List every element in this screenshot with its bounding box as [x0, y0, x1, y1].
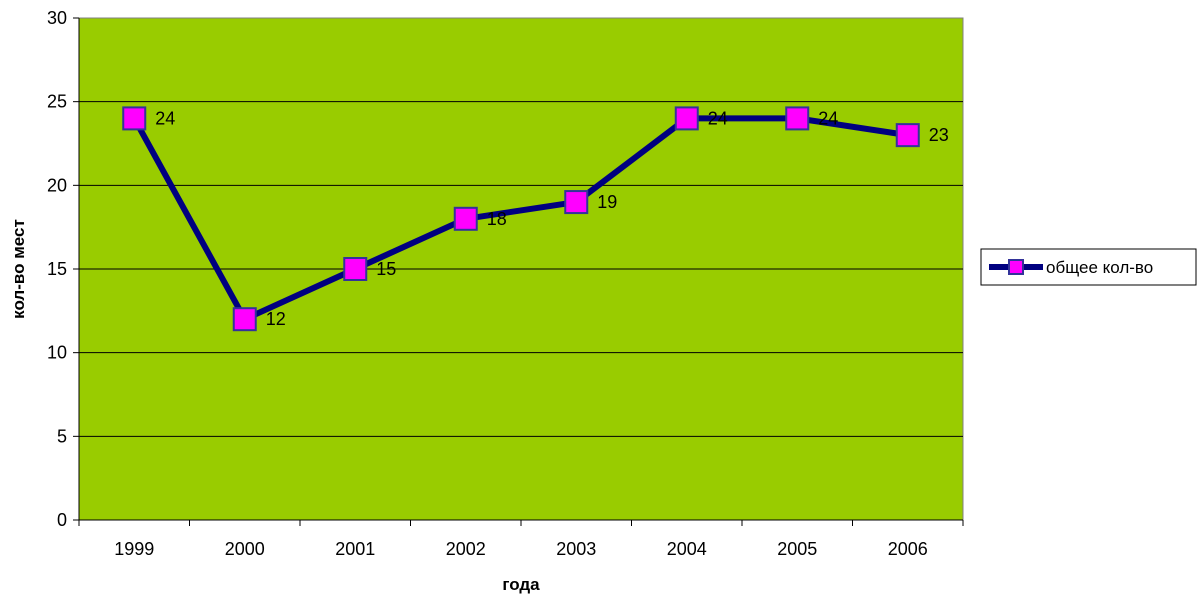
- x-axis-title: года: [502, 575, 540, 594]
- data-point-2006: [895, 123, 920, 148]
- x-tick-label-2004: 2004: [667, 539, 707, 559]
- data-label-2004: 24: [708, 108, 728, 128]
- y-tick-label-5: 5: [57, 426, 67, 446]
- y-tick-label-25: 25: [47, 92, 67, 112]
- legend-marker-swatch: [1008, 259, 1024, 275]
- y-axis-title: кол-во мест: [9, 219, 28, 319]
- series-line-0: [131, 115, 911, 323]
- x-tick-label-2002: 2002: [446, 539, 486, 559]
- y-tick-label-15: 15: [47, 259, 67, 279]
- gridlines: [79, 101, 963, 437]
- x-tick-label-1999: 1999: [114, 539, 154, 559]
- data-label-2006: 23: [929, 125, 949, 145]
- series-line-layer: [122, 106, 920, 332]
- data-label-2005: 24: [818, 108, 838, 128]
- data-label-1999: 24: [155, 108, 175, 128]
- x-tick-label-2006: 2006: [888, 539, 928, 559]
- data-point-2004: [674, 106, 699, 131]
- data-label-layer: 24 12 15 18 19 24 24 23: [155, 108, 949, 329]
- legend-box: [980, 248, 1197, 286]
- y-tick-label-20: 20: [47, 175, 67, 195]
- data-point-2003: [564, 190, 589, 215]
- data-point-2005: [785, 106, 810, 131]
- data-label-2002: 18: [487, 209, 507, 229]
- legend: общее кол-во: [980, 248, 1197, 286]
- x-tick-label-2005: 2005: [777, 539, 817, 559]
- axes: 0 5 10 15 20 25 30 1999 2000 2001 2002 2003 2004 2005…: [47, 8, 964, 559]
- x-tick-label-2001: 2001: [335, 539, 375, 559]
- data-point-2001: [343, 257, 368, 281]
- data-label-2001: 15: [376, 259, 396, 279]
- y-tick-label-10: 10: [47, 343, 67, 363]
- data-point-2002: [453, 206, 478, 231]
- y-tick-label-30: 30: [47, 8, 67, 28]
- x-tick-label-2003: 2003: [556, 539, 596, 559]
- data-point-1999: [122, 106, 147, 131]
- legend-series-label: общее кол-во: [1046, 258, 1153, 277]
- data-label-2003: 19: [597, 192, 617, 212]
- data-point-2000: [232, 307, 257, 332]
- y-tick-label-0: 0: [57, 510, 67, 530]
- x-tick-label-2000: 2000: [225, 539, 265, 559]
- data-label-2000: 12: [266, 309, 286, 329]
